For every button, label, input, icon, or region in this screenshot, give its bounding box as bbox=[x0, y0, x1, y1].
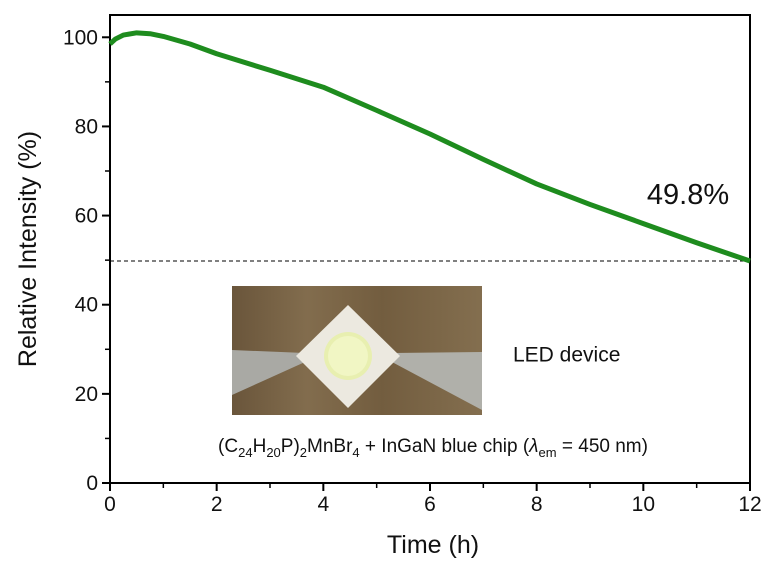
end-label: 49.8% bbox=[647, 179, 729, 211]
y-tick-label: 80 bbox=[75, 115, 98, 138]
formula-sub: em bbox=[539, 445, 557, 460]
formula-part: + InGaN blue chip ( bbox=[360, 436, 530, 457]
data-line bbox=[110, 33, 750, 261]
x-tick-label: 12 bbox=[738, 493, 761, 516]
formula-part: (C bbox=[218, 436, 238, 457]
formula-sub: 2 bbox=[300, 445, 307, 460]
y-tick-label: 40 bbox=[75, 294, 98, 317]
formula-part: MnBr bbox=[307, 436, 353, 457]
y-tick-label: 20 bbox=[75, 383, 98, 406]
y-tick-label: 0 bbox=[86, 472, 98, 495]
inset-label: LED device bbox=[513, 344, 620, 367]
x-tick-label: 6 bbox=[424, 493, 436, 516]
led-photo bbox=[232, 286, 482, 415]
formula-sub: 20 bbox=[266, 445, 280, 460]
y-axis-label: Relative Intensity (%) bbox=[14, 131, 42, 367]
x-tick-label: 10 bbox=[632, 493, 655, 516]
formula: (C24H20P)2MnBr4 + InGaN blue chip (λem =… bbox=[218, 436, 648, 460]
formula-part: H bbox=[253, 436, 267, 457]
y-tick-label: 100 bbox=[63, 26, 98, 49]
chart: LED device (C24H20P)2MnBr4 + InGaN blue … bbox=[0, 0, 770, 574]
formula-sub: 24 bbox=[238, 445, 252, 460]
x-tick-label: 4 bbox=[317, 493, 329, 516]
x-axis-label: Time (h) bbox=[387, 531, 479, 559]
formula-part: = 450 nm) bbox=[557, 436, 648, 457]
formula-part: λ bbox=[528, 436, 538, 457]
y-tick-label: 60 bbox=[75, 205, 98, 228]
x-tick-label: 0 bbox=[104, 493, 116, 516]
formula-sub: 4 bbox=[352, 445, 359, 460]
x-tick-label: 2 bbox=[211, 493, 223, 516]
formula-part: P) bbox=[281, 436, 300, 457]
x-tick-label: 8 bbox=[531, 493, 543, 516]
led-center bbox=[328, 336, 368, 376]
